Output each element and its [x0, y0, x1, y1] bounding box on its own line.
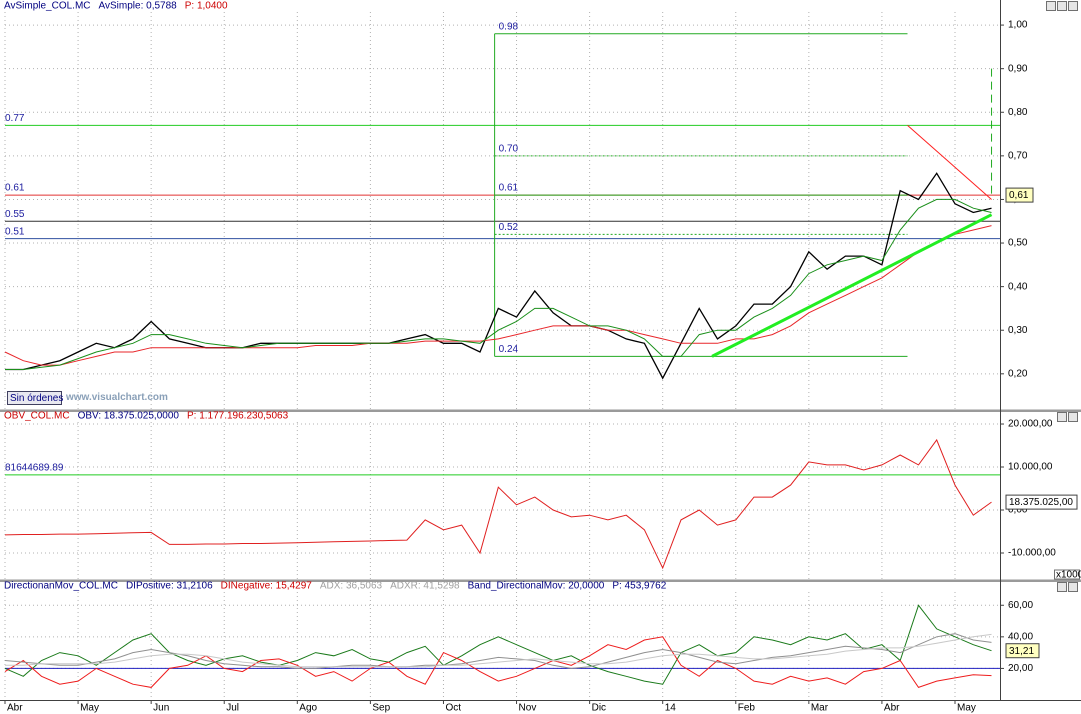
fib-label: 0.98	[499, 21, 519, 32]
level-label: 0.61	[5, 183, 25, 194]
current-value-label: 18.375.025,00	[1009, 497, 1073, 508]
series-line	[5, 198, 992, 370]
x-tick-label: Mar	[811, 703, 829, 714]
current-value-label: 31,21	[1009, 646, 1034, 657]
y-tick-label: 0,70	[1008, 150, 1028, 161]
panel-header: AvSimple_COL.MC	[4, 1, 91, 12]
panel-header: Band_DirectionalMov: 20,0000	[468, 581, 605, 592]
y-tick-label: 60,00	[1008, 600, 1033, 611]
unit-box	[1054, 569, 1080, 580]
series-line	[4, 225, 992, 366]
panel-header: ADX: 36,5063	[320, 581, 383, 592]
y-tick-label: 20.000,00	[1008, 419, 1053, 430]
panel-separator	[0, 409, 1081, 412]
y-tick-label: 10.000,00	[1008, 462, 1053, 473]
minimize-button[interactable]	[1046, 1, 1056, 11]
x-tick-label: Dic	[592, 703, 606, 714]
y-tick-label: 1,00	[1008, 20, 1028, 31]
series-line	[5, 633, 992, 668]
y-tick-label: 40,00	[1008, 631, 1033, 642]
current-value-box	[1005, 494, 1078, 510]
panel-header: ADXR: 41,5298	[390, 581, 460, 592]
unit-label: x10000	[1056, 570, 1081, 581]
x-tick-label: Oct	[445, 703, 461, 714]
x-tick-label: Abr	[7, 703, 23, 714]
panel-header: DIPositive: 31,2106	[126, 581, 213, 592]
panel-close-button[interactable]	[1068, 412, 1078, 422]
x-tick-label: May	[80, 703, 99, 714]
fib-label: 0.52	[499, 222, 519, 233]
current-value-box	[1005, 643, 1040, 659]
y-tick-label: 0,90	[1008, 63, 1028, 74]
series-line	[4, 633, 992, 669]
panel-separator	[0, 579, 1081, 582]
orders-button[interactable]	[7, 391, 62, 405]
trendline	[711, 213, 993, 358]
fib-label: 0.24	[499, 344, 519, 355]
orders-button-label[interactable]: Sin órdenes	[10, 393, 63, 404]
y-tick-label: 20,00	[1008, 663, 1033, 674]
panel-header: DirectionanMov_COL.MC	[4, 581, 118, 592]
panel-header: OBV: 18.375.025,0000	[78, 411, 180, 422]
panel-header: AvSimple: 0,5788	[99, 1, 178, 12]
series-line	[4, 438, 992, 570]
x-tick-label: Sep	[372, 703, 390, 714]
trendline	[907, 124, 992, 200]
series-line	[4, 636, 992, 688]
x-tick-label: Feb	[738, 703, 756, 714]
level-label: 0.77	[5, 113, 25, 124]
panel-header: P: 453,9762	[612, 581, 666, 592]
y-tick-label: 0,00	[1008, 505, 1028, 516]
x-tick-label: Jul	[226, 703, 239, 714]
x-tick-label: Jun	[153, 703, 169, 714]
panel-header: DINegative: 15,4297	[221, 581, 313, 592]
level-label: 0.51	[5, 226, 25, 237]
panel-header: OBV_COL.MC	[4, 411, 70, 422]
y-tick-label: 0,40	[1008, 281, 1028, 292]
x-tick-label: Ago	[299, 703, 317, 714]
maximize-button[interactable]	[1057, 1, 1067, 11]
current-value-box	[1005, 187, 1034, 203]
x-tick-label: Abr	[884, 703, 900, 714]
panel-header: P: 1,0400	[185, 1, 228, 12]
current-value-label: 0,61	[1009, 190, 1029, 201]
level-label: 81644689.89	[5, 463, 64, 474]
x-tick-label: 14	[665, 703, 677, 714]
panel-header: P: 1.177.196.230,5063	[187, 411, 289, 422]
panel-maximize-button[interactable]	[1057, 582, 1067, 592]
y-tick-label: -10.000,00	[1008, 548, 1056, 559]
y-tick-label: 0,30	[1008, 325, 1028, 336]
y-tick-label: 0,20	[1008, 368, 1028, 379]
y-tick-label: 0,50	[1008, 238, 1028, 249]
panel-close-button[interactable]	[1068, 582, 1078, 592]
fib-label: 0.61	[499, 183, 519, 194]
series-line	[5, 172, 992, 380]
close-button[interactable]	[1068, 1, 1078, 11]
window-buttons[interactable]	[1046, 1, 1078, 592]
watermark: www.visualchart.com	[65, 392, 168, 403]
fib-label: 0.70	[499, 143, 519, 154]
x-tick-label: Nov	[519, 703, 537, 714]
y-tick-label: 0,80	[1008, 107, 1028, 118]
level-label: 0.55	[5, 209, 25, 220]
x-tick-label: May	[957, 703, 976, 714]
panel-maximize-button[interactable]	[1057, 412, 1067, 422]
